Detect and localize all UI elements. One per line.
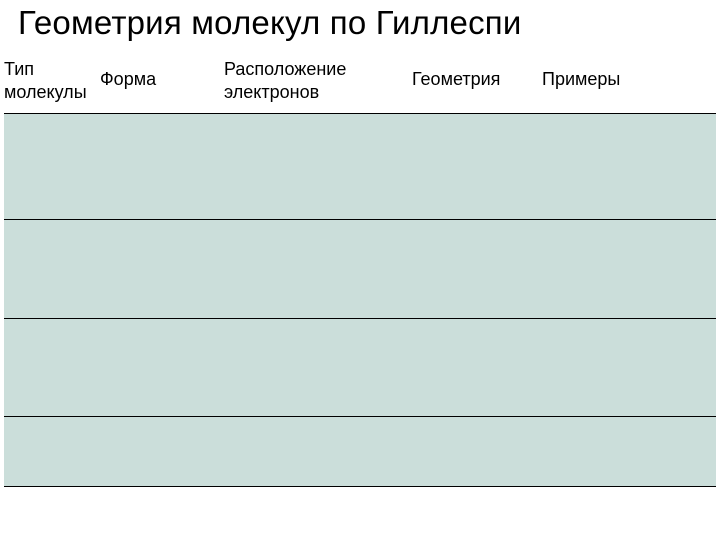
col-header-geometry: Геометрия: [412, 56, 542, 91]
slide-title: Геометрия молекул по Гиллеспи: [0, 0, 720, 50]
col-header-examples: Примеры: [542, 56, 692, 91]
table-header-row: Тип молекулы Форма Расположение электрон…: [0, 50, 720, 113]
col-header-type: Тип молекулы: [0, 56, 100, 103]
table-row: [4, 220, 716, 319]
col-header-shape: Форма: [100, 56, 222, 91]
table-row: [4, 417, 716, 487]
table-row: [4, 319, 716, 417]
col-header-arrangement: Расположение электронов: [222, 56, 412, 103]
table-row: [4, 114, 716, 220]
data-table: [4, 113, 716, 487]
